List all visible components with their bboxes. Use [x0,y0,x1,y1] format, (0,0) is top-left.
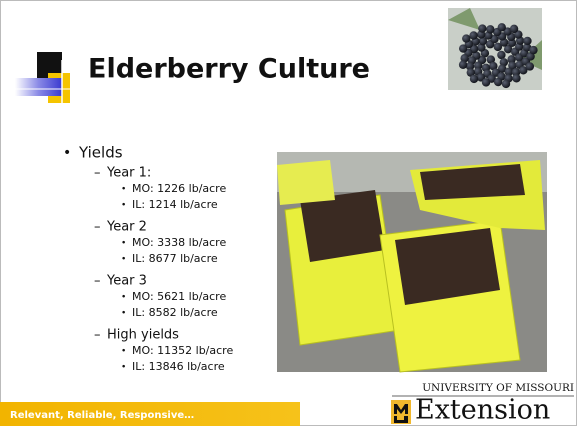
title-decoration [15,52,80,108]
berry [497,50,506,60]
berry [497,23,506,32]
berry [509,24,519,34]
berry [511,68,521,77]
sub-marker: • [121,363,126,373]
footer-tagline: Relevant, Reliable, Responsive… [10,410,194,421]
berry [522,43,532,52]
berry [525,62,535,71]
berry [476,73,486,82]
item-text: MO: 3338 lb/acre [132,236,226,249]
bullet-marker: • [63,145,71,161]
berry [481,78,491,87]
berry [462,34,471,43]
dash-marker: – [94,220,101,235]
sub-marker: • [121,201,126,211]
berry [498,64,507,73]
item-text: IL: 8582 lb/acre [132,306,218,319]
group-text: High yields [107,328,179,343]
berry [477,43,486,52]
logo-name: Extension [415,395,550,426]
dash-marker: – [94,328,101,343]
group-text: Year 1: [106,166,151,181]
sub-marker: • [121,293,126,303]
berry [493,42,503,52]
slide-title: Elderberry Culture [88,54,370,85]
sub-marker: • [121,185,126,195]
berry [526,52,535,61]
sub-marker: • [121,255,126,265]
berry [504,67,513,77]
berry [523,36,532,46]
berry [486,55,496,64]
crates-photo [277,152,547,373]
item-text: IL: 8677 lb/acre [132,252,218,265]
berry [529,45,538,55]
sub-marker: • [121,347,126,357]
berry [458,60,468,69]
elderberry-photo [448,8,542,90]
berry [486,25,495,34]
berry [459,44,468,53]
footer-bar [0,402,300,426]
berry [478,24,487,33]
berry [512,74,521,83]
berry [493,77,503,87]
item-text: IL: 1214 lb/acre [132,198,218,211]
bullet-list: • Yields– Year 1:• MO: 1226 lb/acre• IL: 121… [63,144,233,374]
group-text: Year 2 [106,220,147,235]
berry [469,74,479,84]
item-text: MO: 5621 lb/acre [132,290,226,303]
logo-emblem [391,400,411,424]
dash-marker: – [94,166,101,181]
berry [499,58,509,67]
berry [503,27,512,36]
sub-marker: • [121,309,126,319]
berry [508,61,517,70]
berry [501,79,511,89]
dash-marker: – [94,274,101,289]
berry [519,66,528,75]
berry [460,54,469,63]
berry [507,55,516,64]
bullet-text: Yields [78,144,123,162]
item-text: MO: 11352 lb/acre [132,344,233,357]
item-text: MO: 1226 lb/acre [132,182,226,195]
sub-marker: • [121,239,126,249]
berry [465,62,475,71]
berry [503,44,513,54]
logo-university: UNIVERSITY OF MISSOURI [422,382,574,394]
berry [473,61,483,70]
berry [466,68,476,77]
berry [489,61,498,71]
berry [469,31,478,40]
group-text: Year 3 [106,274,147,289]
item-text: IL: 13846 lb/acre [132,360,225,373]
berry [478,36,488,46]
